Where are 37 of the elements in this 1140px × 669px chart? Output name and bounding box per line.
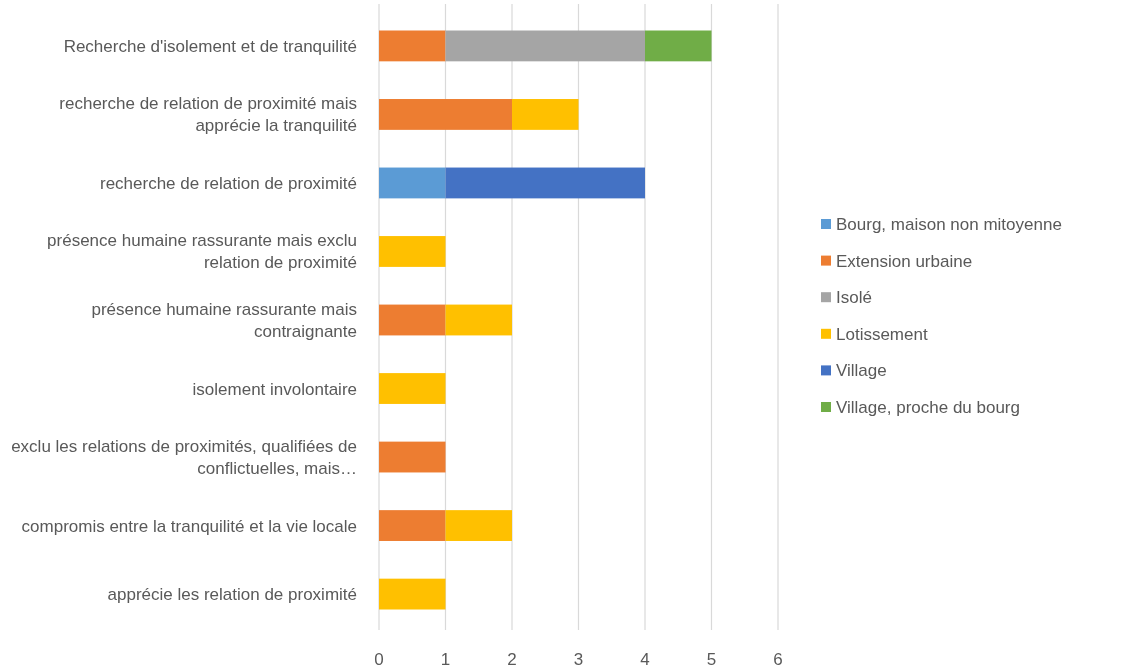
bar (445, 30, 645, 62)
bar (379, 167, 446, 199)
y-tick-label: Recherche d'isolement et de tranquilité (63, 36, 357, 56)
legend-label: Isolé (836, 288, 872, 308)
y-tick-label: exclu les relations de proximités, qualifiées de conflictuelles, mais… (11, 437, 357, 479)
y-tick-label: apprécie les relation de proximité (107, 585, 357, 605)
bar (379, 578, 446, 610)
x-tick-label: 3 (573, 650, 584, 669)
legend-label: Village, proche du bourg (836, 398, 1020, 417)
bar (379, 30, 446, 62)
legend-label: Village (836, 361, 887, 381)
y-tick-label: compromis entre la tranquilité et la vie locale (21, 516, 357, 536)
y-tick-label: recherche de relation de proximité mais apprécie la tranquilité (59, 94, 357, 136)
legend-label: Lotissement (836, 324, 928, 344)
y-tick-label: recherche de relation de proximité (99, 173, 357, 193)
y-tick-label: isolement involontaire (192, 379, 357, 399)
y-tick-label: présence humaine rassurante mais contraignante (91, 300, 357, 341)
bar (379, 373, 446, 404)
x-tick-label: 6 (773, 650, 783, 669)
bar (445, 304, 512, 336)
bar (379, 304, 446, 336)
bar (512, 99, 579, 130)
bar (379, 99, 512, 130)
x-tick-label: 1 (440, 650, 451, 669)
legend-label: Extension urbaine (836, 251, 973, 271)
legend-label: Bourg, maison non mitoyenne (836, 215, 1062, 234)
y-tick-label: présence humaine rassurante mais exclu relation de proximité (47, 231, 357, 273)
bar (445, 510, 512, 541)
bar (445, 167, 645, 199)
bar (379, 236, 446, 267)
bar (379, 441, 446, 473)
x-tick-label: 2 (507, 650, 517, 669)
x-tick-label: 0 (374, 650, 384, 669)
x-tick-label: 4 (640, 650, 650, 669)
bar (379, 510, 446, 541)
bar (645, 30, 712, 62)
x-tick-label: 5 (706, 650, 717, 669)
